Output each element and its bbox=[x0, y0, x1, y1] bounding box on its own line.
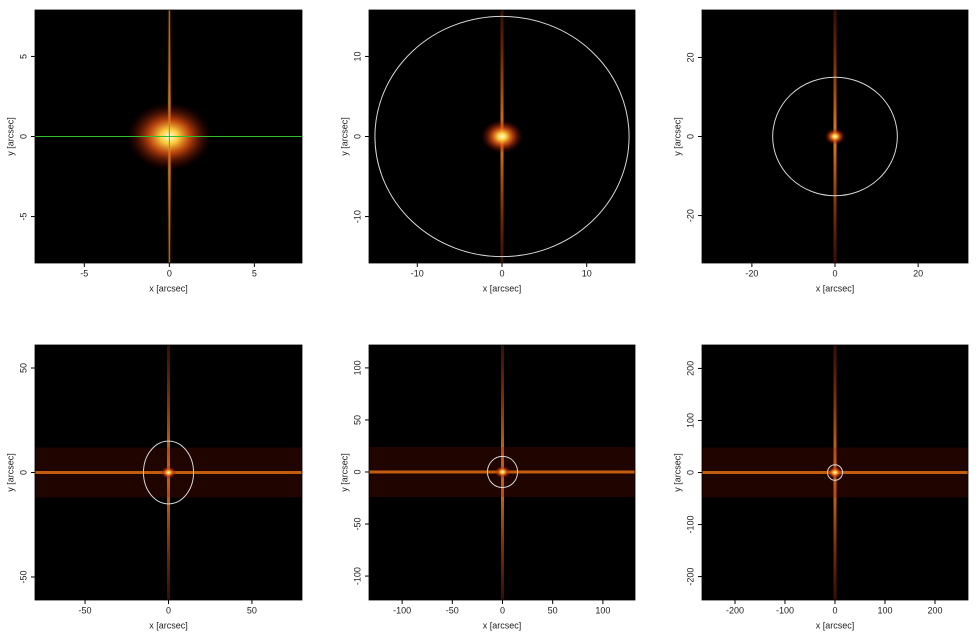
y-tick-label: 50 bbox=[352, 415, 362, 425]
x-tick-label: 0 bbox=[499, 268, 504, 278]
x-tick-label: -50 bbox=[446, 605, 459, 615]
image bbox=[35, 345, 302, 600]
y-tick-label: 20 bbox=[685, 52, 695, 62]
y-tick-label: -100 bbox=[685, 516, 695, 534]
x-tick-label: 0 bbox=[167, 268, 172, 278]
psf-core bbox=[824, 128, 846, 145]
y-tick-label: 200 bbox=[685, 361, 695, 376]
x-tick-label: 200 bbox=[927, 605, 942, 615]
aperture-circle bbox=[142, 440, 195, 505]
x-tick-label: 50 bbox=[247, 605, 257, 615]
x-tick-label: 0 bbox=[832, 268, 837, 278]
panel: -200 -100 0 100 200 -200 -100 0 100 200 x [arcsec]… bbox=[672, 344, 969, 630]
y-tick-label: -100 bbox=[352, 567, 362, 585]
x-tick-label: 5 bbox=[252, 268, 257, 278]
y-tick-label: 0 bbox=[352, 469, 362, 474]
aperture-circle bbox=[827, 464, 843, 481]
x-tick-label: 100 bbox=[877, 605, 892, 615]
y-tick-label: 0 bbox=[685, 134, 695, 139]
y-tick-label: -200 bbox=[685, 568, 695, 586]
y-axis-label: y [arcsec] bbox=[5, 453, 15, 492]
aperture-circle bbox=[374, 15, 630, 258]
y-tick-label: 5 bbox=[18, 54, 28, 59]
y-tick-label: -50 bbox=[18, 571, 28, 584]
x-axis-label: x [arcsec] bbox=[816, 283, 855, 293]
image bbox=[702, 345, 968, 600]
x-tick-label: 20 bbox=[913, 268, 923, 278]
psf-core bbox=[827, 466, 843, 479]
y-tick-label: -10 bbox=[352, 210, 362, 223]
x-axis-label: x [arcsec] bbox=[816, 620, 855, 630]
x-tick-label: 0 bbox=[166, 605, 171, 615]
y-tick-label: 100 bbox=[685, 413, 695, 428]
y-tick-label: 0 bbox=[18, 134, 28, 139]
x-axis-label: x [arcsec] bbox=[483, 283, 522, 293]
panel: -5 0 5 -5 0 5 x [arcsec] y [arcsec] bbox=[5, 9, 303, 293]
x-tick-label: -10 bbox=[411, 268, 424, 278]
x-axis-label: x [arcsec] bbox=[149, 620, 188, 630]
x-axis-label: x [arcsec] bbox=[483, 620, 522, 630]
panel: -100 -50 0 50 100 -100 -50 0 50 100 x [arcsec] y [a… bbox=[339, 344, 636, 630]
image bbox=[369, 345, 635, 600]
x-tick-label: -20 bbox=[745, 268, 758, 278]
y-tick-label: 10 bbox=[352, 51, 362, 61]
y-axis-label: y [arcsec] bbox=[339, 453, 349, 492]
y-tick-label: -20 bbox=[685, 209, 695, 222]
y-tick-label: 100 bbox=[352, 360, 362, 375]
plot-frame bbox=[368, 344, 636, 601]
image bbox=[772, 10, 898, 263]
psf-core bbox=[494, 465, 511, 479]
x-tick-label: 100 bbox=[595, 605, 610, 615]
x-tick-label: -100 bbox=[393, 605, 411, 615]
image bbox=[35, 10, 302, 263]
psf-core bbox=[480, 119, 524, 154]
y-tick-label: 0 bbox=[18, 470, 28, 475]
x-tick-label: 0 bbox=[500, 605, 505, 615]
y-tick-label: 0 bbox=[352, 134, 362, 139]
y-tick-label: -50 bbox=[352, 518, 362, 531]
aperture-circle bbox=[772, 76, 898, 197]
y-axis-label: y [arcsec] bbox=[339, 117, 349, 156]
x-tick-label: -5 bbox=[80, 268, 88, 278]
panel: -10 0 10 -10 0 10 x [arcsec] y [arcsec] bbox=[339, 9, 636, 293]
y-tick-label: -5 bbox=[18, 213, 28, 221]
panel: -20 0 20 -20 0 20 x [arcsec] y [arcsec] bbox=[672, 9, 969, 293]
x-tick-label: 50 bbox=[548, 605, 558, 615]
y-axis-label: y [arcsec] bbox=[672, 117, 682, 156]
y-axis-label: y [arcsec] bbox=[5, 117, 15, 156]
x-tick-label: -200 bbox=[726, 605, 744, 615]
aperture-circle bbox=[486, 455, 519, 489]
image bbox=[374, 10, 630, 263]
y-tick-label: 50 bbox=[18, 363, 28, 373]
y-tick-label: 0 bbox=[685, 470, 695, 475]
x-tick-label: 10 bbox=[582, 268, 592, 278]
panel: -50 0 50 -50 0 50 x [arcsec] y [arcsec] bbox=[5, 344, 303, 630]
psf-core bbox=[160, 466, 177, 479]
x-tick-label: -100 bbox=[776, 605, 794, 615]
x-tick-label: -50 bbox=[79, 605, 92, 615]
x-tick-label: 0 bbox=[832, 605, 837, 615]
y-axis-label: y [arcsec] bbox=[672, 453, 682, 492]
x-axis-label: x [arcsec] bbox=[149, 283, 188, 293]
